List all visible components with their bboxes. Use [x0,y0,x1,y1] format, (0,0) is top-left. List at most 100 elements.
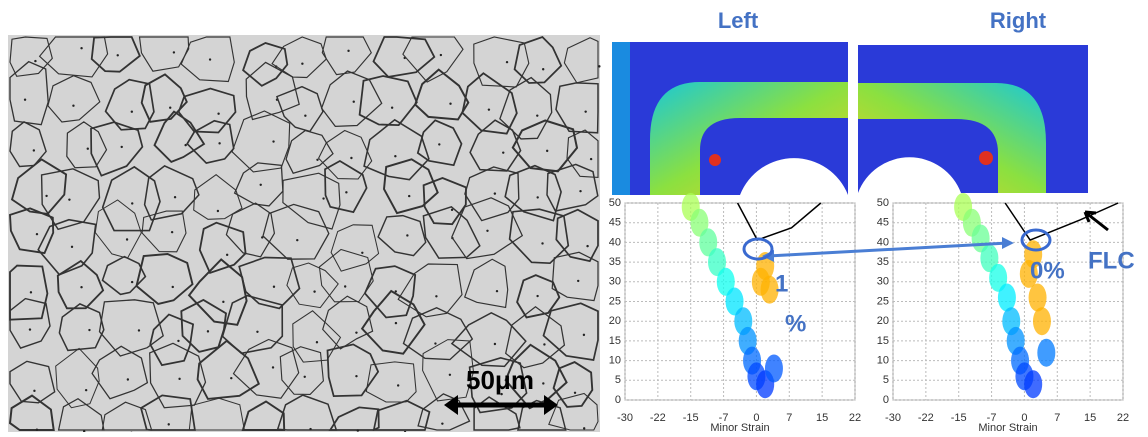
y-tick-label: 25 [609,295,621,307]
y-tick-label: 0 [615,394,621,406]
inclusion [316,159,318,161]
panel-title: Left [718,8,759,33]
inclusion [435,295,437,297]
annotation: 0% [1030,257,1065,284]
y-tick-label: 25 [877,295,889,307]
inclusion [29,328,31,330]
inclusion [542,382,544,384]
inclusion [174,196,176,198]
y-tick-label: 15 [877,335,889,347]
inclusion [71,246,73,248]
inclusion [395,322,397,324]
hot-spot [979,151,993,165]
inclusion [574,392,576,394]
inclusion [506,61,508,63]
inclusion [256,331,258,333]
inclusion [355,375,357,377]
inclusion [441,422,443,424]
strain-point [1033,307,1051,335]
inclusion [218,142,220,144]
inclusion [260,184,262,186]
x-tick-label: -22 [918,412,934,424]
inclusion [440,54,442,56]
inclusion [272,140,274,142]
inclusion [579,190,581,192]
micrograph: 50μm [8,35,601,432]
inclusion [88,329,90,331]
inclusion [184,144,186,146]
inclusion [131,111,133,113]
inclusion [344,285,346,287]
y-tick-label: 30 [877,276,889,288]
inclusion [406,234,408,236]
inclusion [408,195,410,197]
y-tick-label: 40 [609,236,621,248]
inclusion [586,245,588,247]
y-tick-label: 20 [877,315,889,327]
x-tick-label: 7 [1054,412,1060,424]
scale-label: 50μm [466,365,534,395]
inclusion [272,366,274,368]
inclusion [546,150,548,152]
strain-point [998,284,1016,312]
y-tick-label: 20 [609,315,621,327]
inclusion [438,143,440,145]
inclusion [45,195,47,197]
inclusion [536,196,538,198]
hot-spot [709,154,721,166]
inclusion [33,390,35,392]
annotation: FLC [1088,247,1135,274]
inclusion [494,343,496,345]
inclusion [541,242,543,244]
inclusion [488,108,490,110]
inclusion [138,329,140,331]
inclusion [68,198,70,200]
inclusion [80,286,82,288]
inclusion [226,254,228,256]
inclusion [394,155,396,157]
inclusion [496,290,498,292]
inclusion [85,389,87,391]
inclusion [117,54,119,56]
x-tick-label: -30 [617,412,633,424]
inclusion [171,231,173,233]
inclusion [273,286,275,288]
inclusion [30,291,32,293]
strain-point [765,354,783,382]
x-tick-label: 22 [1117,412,1129,424]
strain-point [1037,339,1055,367]
inclusion [121,146,123,148]
inclusion [590,158,592,160]
inclusion [353,100,355,102]
figure: 50μm Left Right 05101520253035404550-30-… [0,0,1148,432]
y-tick-label: 10 [609,355,621,367]
inclusion [173,51,175,53]
y-tick-label: 45 [877,217,889,229]
x-axis-label: Minor Strain [978,422,1037,432]
inclusion [583,427,585,429]
inclusion [502,151,504,153]
inclusion [355,331,357,333]
inclusion [322,197,324,199]
inclusion [391,106,393,108]
strain-point [1024,370,1042,398]
contour-left [612,42,848,195]
inclusion [543,343,545,345]
inclusion [87,147,89,149]
inclusion [209,58,211,60]
inclusion [397,384,399,386]
inclusion [222,301,224,303]
x-tick-label: -15 [951,412,967,424]
inclusion [217,210,219,212]
panel-title: Right [990,8,1047,33]
inclusion [347,50,349,52]
x-axis-label: Minor Strain [710,422,769,432]
inclusion [34,60,36,62]
inclusion [169,107,171,109]
y-tick-label: 5 [615,374,621,386]
inclusion [207,330,209,332]
y-tick-label: 40 [877,236,889,248]
